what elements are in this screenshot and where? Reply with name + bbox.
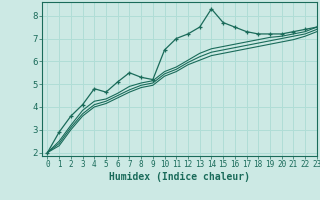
X-axis label: Humidex (Indice chaleur): Humidex (Indice chaleur) — [109, 172, 250, 182]
